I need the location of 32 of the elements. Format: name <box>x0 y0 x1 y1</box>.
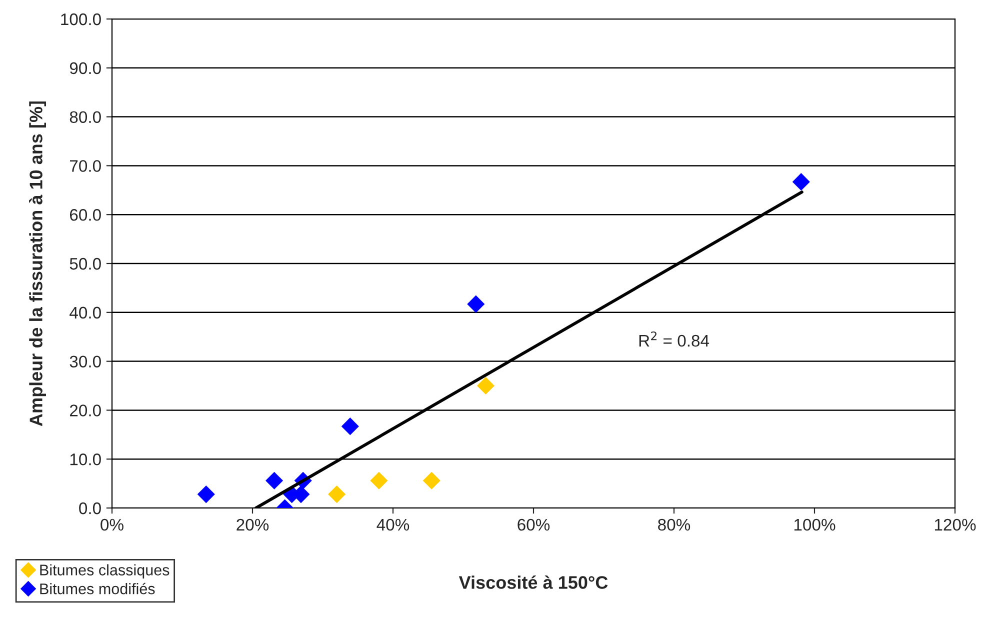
y-axis-title: Ampleur de la fissuration à 10 ans [%] <box>29 101 46 426</box>
y-tick-label: 70.0 <box>70 160 101 172</box>
x-tick-label: 120% <box>934 518 976 531</box>
y-tick-label: 0.0 <box>79 502 101 514</box>
y-tick-label: 30.0 <box>70 356 101 368</box>
point <box>476 376 495 395</box>
x-tick-label: 20% <box>236 518 269 531</box>
legend-label: Bitumes classiques <box>40 564 170 578</box>
legend-label: Bitumes modifiés <box>40 582 155 594</box>
y-tick-label: 50.0 <box>70 258 101 270</box>
x-axis-title: Viscosité à 150°C <box>458 575 608 589</box>
point <box>422 472 440 490</box>
point <box>328 486 346 504</box>
y-tick-label: 20.0 <box>70 404 101 416</box>
annotation: R$^{2}$ = 0.84 <box>639 331 710 347</box>
y-tick-label: 90.0 <box>70 62 101 74</box>
y-tick-label: 100.0 <box>61 13 101 26</box>
x-tick-label: 0% <box>100 518 124 531</box>
x-tick-label: 80% <box>658 518 690 531</box>
y-tick-label: 10.0 <box>70 454 101 466</box>
x-tick-label: 60% <box>518 518 550 531</box>
point <box>265 472 284 490</box>
y-tick-label: 80.0 <box>70 111 101 124</box>
point <box>467 295 485 313</box>
point <box>370 472 388 490</box>
point <box>197 486 215 504</box>
point <box>341 418 359 436</box>
y-tick-label: 40.0 <box>70 306 101 319</box>
x-tick-label: 100% <box>794 518 836 531</box>
y-tick-label: 60.0 <box>70 209 101 221</box>
x-tick-label: 40% <box>376 518 410 531</box>
point <box>792 173 810 191</box>
